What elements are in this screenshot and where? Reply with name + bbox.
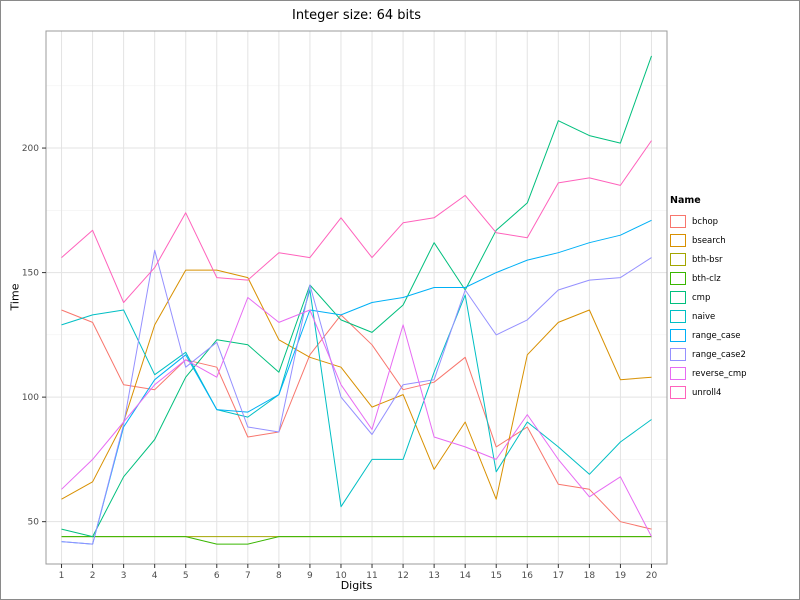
- x-axis-title: Digits: [340, 579, 373, 592]
- legend-entry: bth-bsr: [670, 250, 747, 269]
- legend-entry: cmp: [670, 288, 747, 307]
- x-tick-label: 10: [335, 571, 347, 581]
- y-axis-title: Time: [8, 283, 22, 311]
- x-tick-label: 15: [490, 571, 501, 581]
- series-reverse_cmp: [61, 297, 652, 537]
- x-tick-label: 9: [307, 571, 313, 581]
- legend-entries: bchop bsearch bth-bsr bth-clz cmp naive range_…: [670, 212, 747, 402]
- x-tick-label: 11: [366, 571, 377, 581]
- x-tick-label: 13: [428, 571, 439, 581]
- tick-marks: [42, 147, 652, 568]
- legend-key-unroll4: [670, 386, 686, 399]
- legend-label: cmp: [692, 292, 711, 303]
- series-naive: [61, 289, 652, 508]
- legend-entry: bsearch: [670, 231, 747, 250]
- x-tick-label: 2: [90, 571, 96, 581]
- legend-label: range_case2: [692, 349, 746, 360]
- legend-label: naive: [692, 311, 716, 322]
- legend-entry: naive: [670, 307, 747, 326]
- x-tick-label: 7: [245, 571, 251, 581]
- legend-entry: unroll4: [670, 383, 747, 402]
- legend-key-bth-bsr: [670, 253, 686, 266]
- legend-label: bsearch: [692, 235, 726, 246]
- x-tick-label: 1: [59, 571, 65, 581]
- x-tick-label: 20: [646, 571, 658, 581]
- series-lines: [61, 55, 652, 545]
- x-tick-label: 17: [553, 571, 564, 581]
- series-range_case: [61, 219, 652, 545]
- legend-entry: range_case2: [670, 345, 747, 364]
- y-tick-label: 50: [28, 518, 40, 528]
- panel-border: [45, 30, 668, 565]
- legend-label: bchop: [692, 216, 719, 227]
- legend-label: reverse_cmp: [692, 368, 747, 379]
- series-cmp: [61, 55, 652, 538]
- legend-key-bth-clz: [670, 272, 686, 285]
- x-tick-label: 16: [522, 571, 534, 581]
- legend-entry: reverse_cmp: [670, 364, 747, 383]
- legend-key-naive: [670, 310, 686, 323]
- x-tick-label: 5: [183, 571, 189, 581]
- legend-label: bth-clz: [692, 273, 721, 284]
- x-tick-label: 19: [615, 571, 627, 581]
- legend-entry: bth-clz: [670, 269, 747, 288]
- series-bchop: [61, 309, 652, 530]
- major-gridlines: [46, 31, 667, 564]
- x-tick-label: 6: [214, 571, 220, 581]
- series-bsearch: [61, 269, 652, 500]
- legend-key-bchop: [670, 215, 686, 228]
- legend: Name bchop bsearch bth-bsr bth-clz cmp naive r…: [670, 195, 747, 402]
- legend-entry: range_case: [670, 326, 747, 345]
- legend-label: bth-bsr: [692, 254, 723, 265]
- y-tick-label: 100: [22, 393, 39, 403]
- legend-label: unroll4: [692, 387, 722, 398]
- y-tick-label: 150: [22, 269, 39, 279]
- x-tick-label: 18: [584, 571, 596, 581]
- legend-key-bsearch: [670, 234, 686, 247]
- x-tick-label: 14: [459, 571, 471, 581]
- x-tick-label: 3: [121, 571, 127, 581]
- series-range_case2: [61, 249, 652, 545]
- legend-key-range_case: [670, 329, 686, 342]
- minor-gridlines: [46, 85, 667, 460]
- series-unroll4: [61, 140, 652, 303]
- chart-title: Integer size: 64 bits: [291, 8, 422, 23]
- legend-key-reverse_cmp: [670, 367, 686, 380]
- legend-key-cmp: [670, 291, 686, 304]
- x-tick-label: 8: [276, 571, 282, 581]
- x-tick-label: 12: [397, 571, 408, 581]
- plot-panel: [46, 31, 667, 564]
- legend-title: Name: [670, 195, 701, 206]
- legend-key-range_case2: [670, 348, 686, 361]
- legend-label: range_case: [692, 330, 741, 341]
- x-tick-label: 4: [152, 571, 158, 581]
- y-tick-label: 200: [22, 144, 39, 154]
- series-bth-clz: [61, 536, 652, 545]
- legend-entry: bchop: [670, 212, 747, 231]
